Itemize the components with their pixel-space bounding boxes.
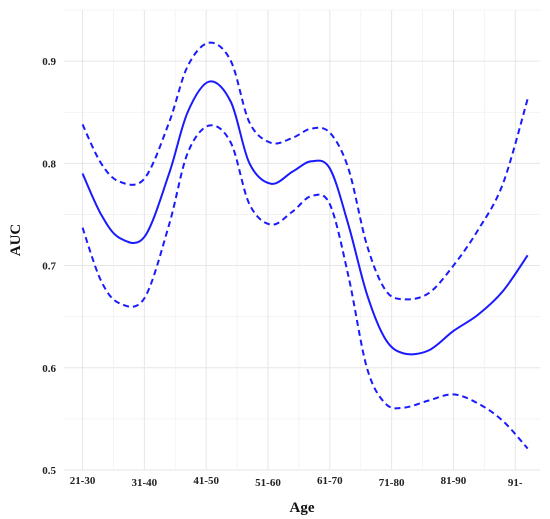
x-axis-title: Age — [290, 500, 315, 516]
x-tick-label: 21-30 — [70, 475, 96, 487]
auc-estimate-line — [81, 80, 529, 356]
x-tick-label: 81-90 — [441, 475, 467, 487]
series-lines — [81, 41, 529, 450]
y-tick-labels: 0.5 0.6 0.7 0.8 0.9 — [42, 56, 56, 477]
x-tick-label: 51-60 — [255, 477, 281, 489]
x-tick-label: 41-50 — [193, 475, 219, 487]
y-axis-title: AUC — [8, 224, 24, 257]
y-tick-label: 0.7 — [42, 261, 56, 273]
x-tick-labels: 21-30 31-40 41-50 51-60 61-70 71-80 81-90 91- — [70, 475, 523, 489]
y-tick-label: 0.8 — [42, 158, 56, 170]
grid-lines — [64, 9, 540, 471]
y-tick-label: 0.6 — [42, 363, 56, 375]
y-tick-label: 0.9 — [42, 56, 56, 68]
x-tick-label: 91- — [508, 477, 523, 489]
plot-panel — [64, 10, 540, 470]
x-tick-label: 31-40 — [132, 477, 158, 489]
upper-confidence-line — [81, 41, 529, 301]
y-tick-label: 0.5 — [42, 465, 56, 477]
x-tick-label: 71-80 — [379, 477, 405, 489]
lower-confidence-line — [81, 124, 529, 450]
x-tick-label: 61-70 — [317, 475, 343, 487]
